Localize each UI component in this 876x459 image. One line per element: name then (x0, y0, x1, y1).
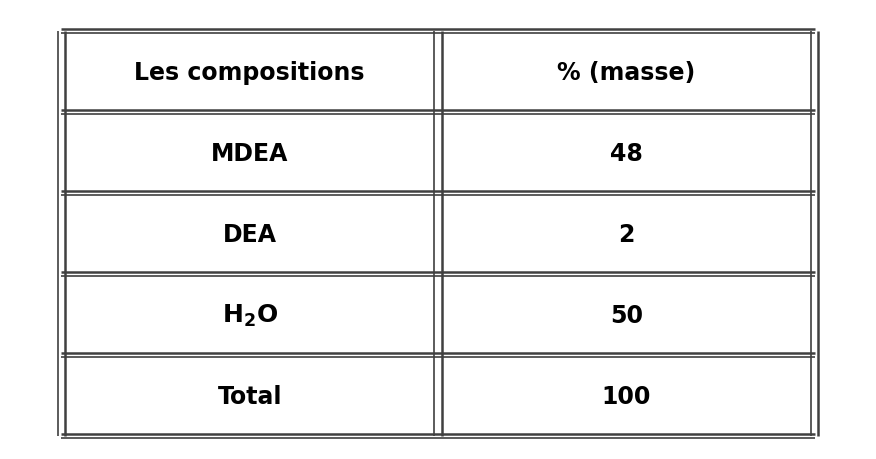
Text: % (masse): % (masse) (557, 61, 696, 84)
Text: $\mathbf{H_2O}$: $\mathbf{H_2O}$ (222, 302, 278, 328)
Bar (61, 32, 815, 436)
Text: Total: Total (217, 384, 282, 408)
Text: Les compositions: Les compositions (134, 61, 365, 84)
Text: 2: 2 (618, 222, 634, 246)
Text: 48: 48 (610, 141, 643, 165)
Text: MDEA: MDEA (211, 141, 288, 165)
Text: DEA: DEA (223, 222, 277, 246)
Text: 50: 50 (610, 303, 643, 327)
Text: 100: 100 (602, 384, 651, 408)
